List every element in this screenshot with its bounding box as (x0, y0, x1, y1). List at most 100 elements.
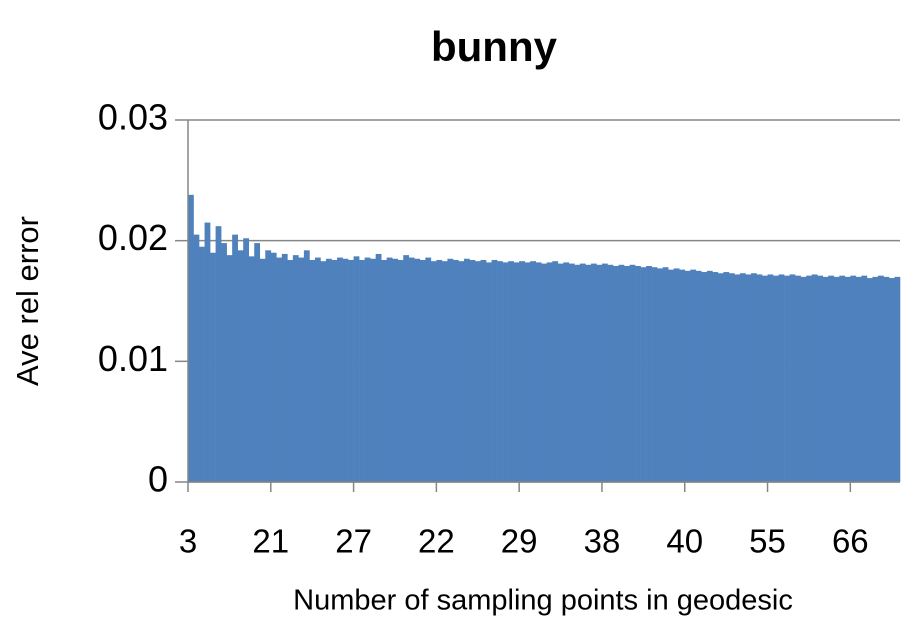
bar (635, 266, 641, 482)
bar (215, 226, 222, 482)
bar (612, 266, 619, 482)
bar (353, 256, 360, 482)
bar (767, 274, 774, 482)
bar (728, 273, 735, 482)
y-axis-label: Ave rel error (10, 216, 45, 386)
bar (276, 257, 283, 482)
bar (392, 258, 399, 482)
bar (883, 276, 890, 482)
bar (232, 234, 238, 482)
bar (877, 275, 884, 482)
x-tick-label: 22 (418, 523, 455, 560)
bar (679, 269, 686, 482)
bar (193, 234, 200, 482)
bar (530, 261, 537, 482)
bar (712, 272, 719, 482)
bar (629, 264, 636, 482)
x-tick-label: 40 (666, 523, 703, 560)
bar (486, 262, 492, 482)
bar (430, 261, 437, 482)
bar (745, 274, 752, 482)
bar (408, 257, 415, 482)
bar (546, 262, 553, 482)
bar (320, 261, 327, 482)
bar (723, 272, 730, 482)
x-tick-label: 27 (335, 523, 372, 560)
bar (607, 264, 614, 482)
bar (563, 262, 570, 482)
bar (750, 273, 757, 482)
x-tick-label: 66 (832, 523, 869, 560)
x-tick-label: 3 (179, 523, 197, 560)
bar (497, 261, 503, 482)
bar (243, 238, 250, 482)
bar (254, 243, 261, 482)
bar (331, 259, 338, 482)
bar (314, 257, 321, 482)
bar (281, 253, 288, 482)
bar (403, 255, 410, 482)
bar (839, 275, 846, 482)
bar (684, 270, 691, 482)
bar (894, 276, 901, 482)
bar (618, 264, 625, 482)
bar (370, 258, 376, 482)
bar (204, 222, 211, 483)
x-tick-label: 29 (501, 523, 538, 560)
y-tick-label: 0.03 (98, 97, 168, 138)
bar (364, 257, 371, 482)
bar (811, 274, 818, 482)
bar (800, 276, 807, 482)
bar (441, 261, 448, 482)
bar (292, 255, 299, 482)
bar (303, 250, 310, 482)
bar (325, 258, 332, 482)
bar (640, 267, 647, 482)
bar (287, 259, 294, 482)
bar (717, 273, 724, 482)
bar (419, 259, 426, 482)
bar (491, 259, 498, 482)
bar (585, 264, 592, 482)
bar (425, 257, 432, 482)
bar (590, 263, 597, 482)
bar (298, 257, 305, 482)
bar (795, 275, 801, 482)
bar (579, 263, 586, 482)
bar (375, 253, 382, 482)
bar (662, 267, 669, 482)
bar (535, 262, 542, 482)
bar (762, 275, 768, 482)
bar (778, 274, 785, 482)
bar (436, 259, 443, 482)
bar (668, 269, 675, 482)
bar (226, 255, 233, 482)
bar (850, 275, 857, 482)
bar (397, 259, 404, 482)
bar (596, 264, 603, 482)
bar (657, 268, 663, 482)
bar (866, 278, 873, 482)
bar (469, 259, 476, 482)
bar (447, 258, 454, 482)
bar (734, 274, 741, 482)
bar (386, 257, 393, 482)
bar (524, 262, 531, 482)
bar (701, 272, 708, 482)
bar (463, 258, 470, 482)
bar (690, 269, 697, 482)
bar (568, 263, 575, 482)
bar (695, 270, 702, 482)
bar (817, 275, 824, 482)
bar (188, 194, 194, 482)
bar (574, 264, 581, 482)
bar (309, 259, 316, 482)
chart-title: bunny (431, 23, 558, 70)
x-axis-label: Number of sampling points in geodesic (293, 585, 793, 617)
bar (508, 261, 514, 482)
bar (359, 259, 365, 482)
bar (237, 250, 244, 482)
bar (872, 276, 879, 482)
bar (844, 276, 851, 482)
